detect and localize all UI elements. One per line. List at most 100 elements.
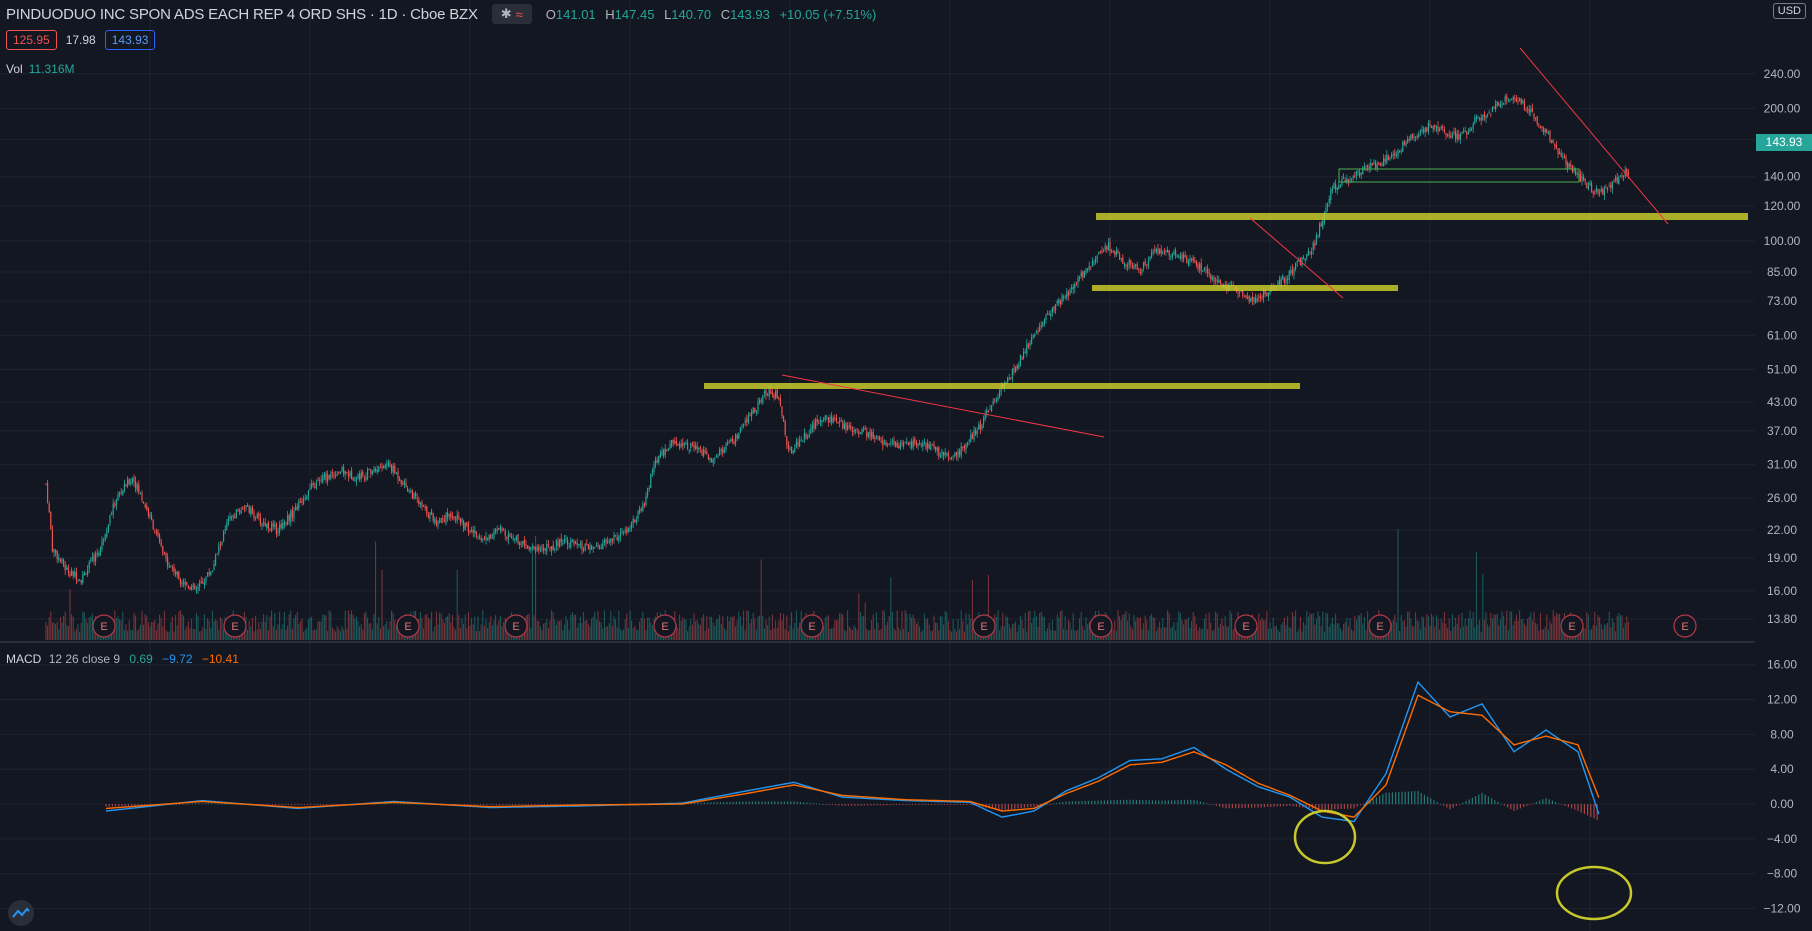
candle-body	[738, 433, 740, 439]
bid-price[interactable]: 125.95	[6, 30, 57, 50]
candle-body	[335, 475, 337, 477]
price-axis[interactable]: 240.00200.00170.00140.00120.00100.0085.0…	[1755, 0, 1812, 931]
volume-bar	[283, 612, 285, 640]
volume-bar	[791, 612, 793, 640]
volume-bar	[1352, 631, 1354, 640]
candle-body	[387, 462, 389, 466]
macd-hist-bar	[1190, 799, 1192, 805]
volume-legend[interactable]: Vol 11.316M	[6, 62, 75, 76]
macd-hist-bar	[854, 804, 856, 806]
indicator-icons[interactable]: ✱ ≈	[491, 4, 532, 24]
candle-body	[255, 519, 257, 521]
candle-body	[1096, 256, 1098, 260]
volume-bar	[483, 625, 485, 640]
currency-button[interactable]: USD	[1772, 3, 1806, 19]
macd-hist-bar	[761, 801, 763, 805]
volume-bar	[536, 620, 538, 640]
candle-body	[229, 516, 231, 520]
candle-body	[1154, 249, 1156, 251]
candle-body	[442, 518, 444, 520]
volume-bar	[565, 616, 567, 640]
volume-bar	[647, 617, 649, 640]
candle-body	[845, 422, 847, 430]
candle-body	[1162, 252, 1164, 254]
volume-bar	[1355, 620, 1357, 640]
volume-bar	[1554, 616, 1556, 640]
candle-body	[1219, 280, 1221, 284]
candle-body	[976, 430, 978, 435]
volume-bar	[1171, 626, 1173, 640]
candle-body	[1176, 255, 1178, 257]
candle-body	[1613, 181, 1615, 183]
candle-body	[832, 417, 834, 424]
volume-bar	[695, 621, 697, 640]
candle-body	[707, 454, 709, 460]
candle-body	[51, 529, 53, 552]
volume-bar	[1482, 573, 1484, 640]
candle-body	[293, 510, 295, 519]
macd-hist-bar	[217, 803, 219, 805]
candle-body	[866, 431, 868, 437]
chart-drawings[interactable]	[704, 47, 1748, 438]
candle-body	[376, 470, 378, 473]
macd-legend[interactable]: MACD 12 26 close 9 0.69 −9.72 −10.41	[6, 652, 239, 666]
volume-bar	[699, 625, 701, 640]
macd-hist-bar	[118, 804, 120, 807]
volume-bar	[607, 626, 609, 640]
candle-body	[71, 569, 73, 576]
candle-body	[1021, 356, 1023, 360]
candle-body	[586, 543, 588, 545]
tradingview-logo-icon[interactable]	[8, 900, 34, 926]
candle-body	[248, 505, 250, 513]
volume-bar	[952, 619, 954, 640]
symbol-title[interactable]: PINDUODUO INC SPON ADS EACH REP 4 ORD SH…	[6, 5, 478, 23]
volume-bar	[895, 630, 897, 640]
macd-params: 12 26 close 9	[48, 652, 121, 666]
candle-body	[466, 522, 468, 525]
candle-body	[445, 513, 447, 524]
candle-body	[1583, 176, 1585, 180]
volume-bar	[1618, 613, 1620, 640]
candle-body	[146, 505, 148, 510]
volume-bar	[853, 625, 855, 640]
macd-hist-bar	[998, 804, 1000, 810]
candle-body	[471, 529, 473, 532]
asterisk-icon[interactable]: ✱	[500, 6, 512, 21]
volume-bar	[1039, 613, 1041, 640]
volume-bar	[917, 621, 919, 640]
volume-bar	[1085, 617, 1087, 640]
ask-price[interactable]: 143.93	[104, 30, 156, 50]
volume-bar	[1415, 612, 1417, 640]
volume-bar	[442, 619, 444, 640]
volume-bar	[1331, 617, 1333, 640]
earnings-icon	[1560, 614, 1584, 638]
candle-body	[306, 496, 308, 500]
trendline-1	[781, 374, 1105, 438]
volume-bar	[1501, 611, 1503, 640]
volume-bar	[1120, 620, 1122, 640]
volume-bar	[786, 615, 788, 640]
volume-bar	[896, 610, 898, 640]
volume-bar	[480, 624, 482, 640]
candle-body	[999, 391, 1001, 398]
macd-hist-bar	[905, 804, 907, 805]
candle-body	[639, 508, 641, 513]
candle-body	[1571, 165, 1573, 172]
candle-body	[394, 465, 396, 474]
volume-bar	[874, 629, 876, 640]
volume-bar	[797, 627, 799, 640]
candle-body	[299, 501, 301, 503]
macd-value: 0.69	[129, 652, 153, 666]
candle-body	[1474, 117, 1476, 124]
volume-bar	[379, 628, 381, 640]
macd-hist-bar	[1206, 803, 1208, 805]
candle-body	[111, 513, 113, 515]
candle-body	[800, 439, 802, 441]
wave-icon[interactable]: ≈	[515, 6, 523, 22]
volume-bar	[1589, 630, 1591, 640]
candle-body	[1515, 98, 1517, 102]
macd-hist-bar	[111, 804, 113, 807]
macd-hist-bar	[1321, 804, 1323, 811]
